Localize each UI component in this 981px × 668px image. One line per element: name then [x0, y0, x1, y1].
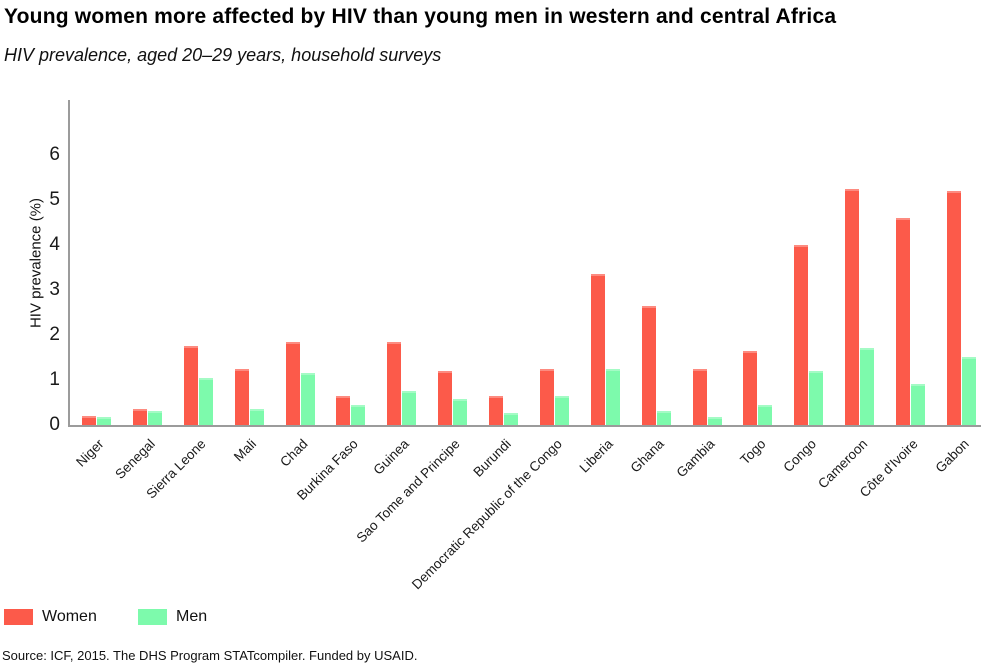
x-category-label-gabon: Gabon — [932, 436, 972, 476]
x-category-label-congo: Congo — [780, 436, 820, 475]
y-tick-label-5: 5 — [49, 189, 60, 210]
y-axis-title: HIV prevalence (%) — [27, 197, 45, 329]
x-category-label-chad: Chad — [276, 436, 311, 470]
bar-men-niger — [97, 417, 111, 425]
bar-women-chad — [286, 342, 300, 425]
y-tick-label-4: 4 — [49, 234, 60, 255]
bar-men-chad — [301, 373, 315, 425]
bar-women-senegal — [133, 409, 147, 425]
bar-women-gambia — [693, 369, 707, 425]
bar-men-gambia — [708, 417, 722, 425]
bar-men-burundi — [504, 413, 518, 425]
bar-women-liberia — [591, 274, 605, 425]
bar-men-cameroon — [860, 348, 874, 425]
y-axis-line — [68, 100, 70, 427]
y-tick-label-3: 3 — [49, 279, 60, 300]
bar-women-sierra-leone — [184, 346, 198, 425]
x-category-label-mali: Mali — [231, 436, 260, 465]
y-tick-label-1: 1 — [49, 369, 60, 390]
bar-men-gabon — [962, 357, 976, 425]
bar-women-democratic-republic-of-the-congo — [540, 369, 554, 425]
x-category-label-togo: Togo — [736, 436, 769, 468]
bar-women-c-te-d-ivoire — [896, 218, 910, 425]
legend-item-women: Women — [4, 608, 97, 626]
bar-women-ghana — [642, 306, 656, 425]
x-category-label-sao-tome-and-principe: Sao Tome and Principe — [353, 436, 463, 546]
legend-swatch-men — [138, 609, 167, 625]
x-category-label-niger: Niger — [73, 436, 107, 470]
x-category-label-gambia: Gambia — [673, 436, 718, 481]
bar-men-c-te-d-ivoire — [911, 384, 925, 425]
bar-women-togo — [743, 351, 757, 425]
chart-subtitle: HIV prevalence, aged 20–29 years, househ… — [4, 45, 442, 65]
x-category-label-burundi: Burundi — [470, 436, 514, 480]
bar-women-burkina-faso — [336, 396, 350, 425]
legend-label-women: Women — [42, 608, 97, 625]
bar-women-congo — [794, 245, 808, 425]
bar-men-ghana — [657, 411, 671, 425]
legend-label-men: Men — [176, 608, 208, 625]
bar-women-guinea — [387, 342, 401, 425]
x-axis-line — [68, 425, 981, 427]
bar-men-congo — [809, 371, 823, 425]
y-tick-label-0: 0 — [49, 414, 60, 435]
source-note: Source: ICF, 2015. The DHS Program STATc… — [2, 648, 418, 663]
y-tick-label-6: 6 — [49, 144, 60, 165]
x-category-label-senegal: Senegal — [112, 436, 158, 482]
y-tick-label-2: 2 — [49, 324, 60, 345]
x-category-label-ghana: Ghana — [627, 436, 667, 476]
x-category-label-guinea: Guinea — [370, 436, 413, 478]
chart-title: Young women more affected by HIV than yo… — [4, 5, 837, 28]
bar-men-democratic-republic-of-the-congo — [555, 396, 569, 425]
bar-women-burundi — [489, 396, 503, 425]
bar-men-liberia — [606, 369, 620, 425]
x-category-label-liberia: Liberia — [576, 436, 616, 476]
bar-men-sao-tome-and-principe — [453, 399, 467, 425]
bar-women-cameroon — [845, 189, 859, 425]
bar-men-senegal — [148, 411, 162, 425]
bar-women-gabon — [947, 191, 961, 425]
bar-men-guinea — [402, 391, 416, 425]
bar-women-niger — [82, 416, 96, 425]
bar-men-togo — [758, 405, 772, 425]
legend-item-men: Men — [138, 608, 207, 626]
bar-women-sao-tome-and-principe — [438, 371, 452, 425]
bar-men-sierra-leone — [199, 378, 213, 425]
legend-swatch-women — [4, 609, 33, 625]
bar-women-mali — [235, 369, 249, 425]
bar-men-burkina-faso — [351, 405, 365, 425]
bar-men-mali — [250, 409, 264, 425]
